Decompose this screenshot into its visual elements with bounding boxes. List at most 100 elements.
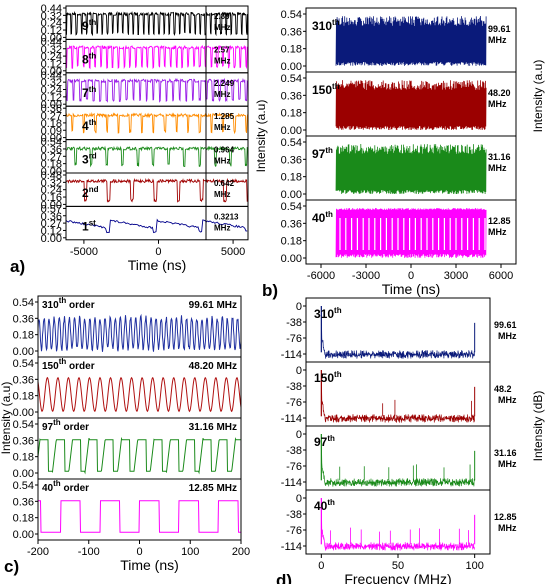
freq-label: 48.20 MHz	[189, 361, 237, 372]
freq-unit: MHz	[214, 56, 230, 65]
freq-unit: MHz	[214, 190, 230, 199]
freq-unit: MHz	[214, 23, 230, 32]
freq-value: 0.964	[214, 146, 235, 155]
ytick-label: 0.27	[41, 218, 62, 230]
series-line	[320, 369, 475, 423]
ytick-label: -76	[286, 525, 302, 537]
freq-unit: MHz	[488, 227, 507, 237]
ytick-label: 0.32	[41, 44, 62, 56]
ytick-label: 0.36	[281, 154, 302, 166]
ytick-label: 0	[296, 429, 302, 441]
subplot-a-2: 0.000.160.240.320.48 2nd 0.642 MHz	[41, 170, 249, 211]
freq-unit: MHz	[214, 90, 230, 99]
ytick-label: 0.36	[41, 103, 62, 115]
freq-unit: MHz	[488, 99, 507, 109]
freq-unit: MHz	[214, 123, 230, 132]
ytick-label: 0.12	[41, 25, 62, 37]
freq-unit: MHz	[488, 35, 507, 45]
ytick-label: 0.12	[41, 225, 62, 237]
x-axis-title: Time (ns)	[128, 257, 187, 273]
ytick-label: -38	[286, 445, 302, 457]
ytick-label: 0.00	[13, 529, 34, 541]
ytick-label: 0.54	[41, 137, 62, 149]
freq-unit: MHz	[214, 157, 230, 166]
series-line	[37, 376, 242, 413]
series-line	[65, 111, 249, 135]
x-axis-title: Time (ns)	[382, 281, 441, 297]
ytick-label: 0.00	[41, 66, 62, 78]
ytick-label: 0.00	[281, 61, 302, 73]
ytick-label: 0.24	[41, 18, 62, 30]
freq-label: 31.16 MHz	[189, 422, 237, 433]
freq-unit: MHz	[498, 331, 517, 341]
order-label: 150th	[312, 82, 340, 97]
ytick-label: -38	[286, 381, 302, 393]
order-label: 97th	[314, 434, 335, 449]
ytick-label: 0.16	[41, 192, 62, 204]
series-line	[335, 80, 487, 131]
ytick-label: 0.36	[13, 313, 34, 325]
ytick-label: -76	[286, 397, 302, 409]
ytick-label: 0.44	[41, 70, 62, 82]
ytick-label: -114	[281, 413, 302, 425]
ytick-label: 0.00	[41, 133, 62, 145]
freq-unit: MHz	[214, 223, 230, 232]
ytick-label: 0.00	[13, 468, 34, 480]
ytick-label: 0.54	[281, 137, 302, 149]
panel-letter: d)	[276, 571, 292, 584]
ytick-label: 0.44	[41, 3, 62, 15]
ytick-label: 0.27	[41, 151, 62, 163]
ytick-label: 0.18	[281, 108, 302, 120]
x-axis-title: Time (ns)	[120, 557, 179, 573]
freq-unit: MHz	[498, 395, 517, 405]
freq-unit: MHz	[498, 459, 517, 469]
ytick-label: 0.24	[41, 85, 62, 97]
ytick-label: 0.00	[281, 253, 302, 265]
freq-value: 48.20	[488, 88, 511, 98]
freq-unit: MHz	[498, 523, 517, 533]
ytick-label: 0	[296, 301, 302, 313]
series-line	[335, 143, 487, 195]
ytick-label: -38	[286, 317, 302, 329]
ytick-label: 0.54	[13, 358, 34, 370]
panel-a: 0.000.120.240.320.449th2.89MHz0.000.120.…	[10, 3, 249, 276]
series-line	[65, 177, 249, 203]
panel-d: 0-38-76-114310th99.61MHz0-38-76-114150th…	[276, 297, 545, 584]
freq-label: 99.61 MHz	[189, 300, 237, 311]
ytick-label: 0.09	[41, 125, 62, 137]
xtick-label: 6000	[489, 270, 513, 282]
freq-value: 12.85	[494, 512, 517, 522]
ytick-label: 0.24	[41, 51, 62, 63]
subplot-c-97: 0.00 0.18 0.36 0.54 97th order 31.16 MHz	[13, 417, 242, 480]
order-label: 310th order	[42, 296, 95, 311]
ytick-label: 0	[296, 365, 302, 377]
xtick-label: -5000	[70, 246, 98, 258]
freq-value: 2.249	[214, 79, 235, 88]
ytick-label: 0.00	[41, 199, 62, 211]
xtick-label: 0	[136, 546, 142, 558]
ytick-label: 0.36	[41, 211, 62, 223]
subplot-a-3: 0.000.180.270.360.54 3rd 0.964 MHz	[41, 137, 249, 178]
ytick-label: 0.00	[281, 125, 302, 137]
ytick-label: 0.18	[13, 513, 34, 525]
xtick-label: -3000	[352, 270, 380, 282]
ytick-label: 0.00	[281, 189, 302, 201]
subplot-a-9: 0.000.120.240.320.44 9th 2.89 MHz	[41, 3, 249, 44]
panel-letter: b)	[262, 281, 278, 300]
y-axis-title: Intensity (a.u)	[0, 382, 13, 455]
ytick-label: 0.36	[13, 374, 34, 386]
order-label: 40th order	[42, 479, 89, 494]
freq-label: 12.85 MHz	[189, 483, 237, 494]
ytick-label: -114	[281, 541, 302, 553]
freq-value: 48.2	[494, 384, 512, 394]
ytick-label: 0.18	[13, 391, 34, 403]
ytick-label: 0.00	[13, 346, 34, 358]
ytick-label: 0.36	[13, 435, 34, 447]
ytick-label: 0.36	[281, 218, 302, 230]
